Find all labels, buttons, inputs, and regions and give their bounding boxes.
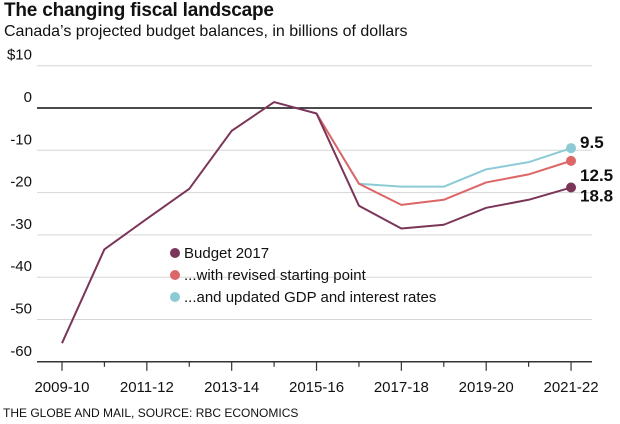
y-tick-label: -10 — [10, 131, 32, 148]
y-tick-label: -40 — [10, 258, 32, 275]
x-tick-label: 2009-10 — [34, 379, 89, 396]
series-lines — [61, 101, 572, 344]
legend: Budget 2017 ...with revised starting poin… — [170, 245, 436, 306]
series-line-2 — [315, 112, 572, 206]
series-end-label-3: 9.5 — [580, 133, 604, 152]
legend-marker-3 — [170, 292, 180, 302]
series-end-label-2: 12.5 — [580, 166, 613, 185]
y-tick-label: $10 — [7, 47, 32, 64]
series-end-dot-3 — [566, 143, 577, 154]
y-tick-label: -60 — [10, 343, 32, 360]
y-tick-label: -30 — [10, 216, 32, 233]
series-end-dot-2 — [566, 155, 577, 166]
series-end-dot-1 — [566, 182, 577, 193]
source-credit: THE GLOBE AND MAIL, SOURCE: RBC ECONOMIC… — [3, 406, 299, 420]
chart-subtitle: Canada’s projected budget balances, in b… — [4, 23, 408, 40]
x-tick-label: 2021-22 — [544, 379, 599, 396]
x-tick-label: 2017-18 — [374, 379, 429, 396]
chart-title: The changing fiscal landscape — [4, 0, 274, 21]
x-tick-label: 2013-14 — [204, 379, 259, 396]
x-axis: 2009-10 2011-12 2013-14 2015-16 2017-18 2019-… — [34, 361, 599, 396]
gridlines — [37, 65, 592, 320]
legend-marker-2 — [170, 270, 180, 280]
series-end-labels: 18.8 12.5 9.5 — [580, 133, 613, 205]
series-line-1 — [61, 101, 572, 344]
legend-label-3: ...and updated GDP and interest rates — [184, 289, 436, 306]
x-tick-label: 2011-12 — [120, 379, 174, 396]
x-tick-label: 2015-16 — [289, 379, 344, 396]
y-tick-label: 0 — [24, 89, 32, 106]
series-end-label-1: 18.8 — [580, 187, 613, 206]
series-end-dots — [566, 143, 577, 193]
legend-label-1: Budget 2017 — [184, 245, 269, 262]
y-tick-label: -20 — [10, 174, 32, 191]
y-axis-ticks: $10 0 -10 -20 -30 -40 -50 -60 — [7, 47, 32, 360]
legend-marker-1 — [170, 248, 180, 258]
x-tick-label: 2019-20 — [459, 379, 514, 396]
legend-label-2: ...with revised starting point — [184, 267, 367, 284]
y-tick-label: -50 — [10, 301, 32, 318]
